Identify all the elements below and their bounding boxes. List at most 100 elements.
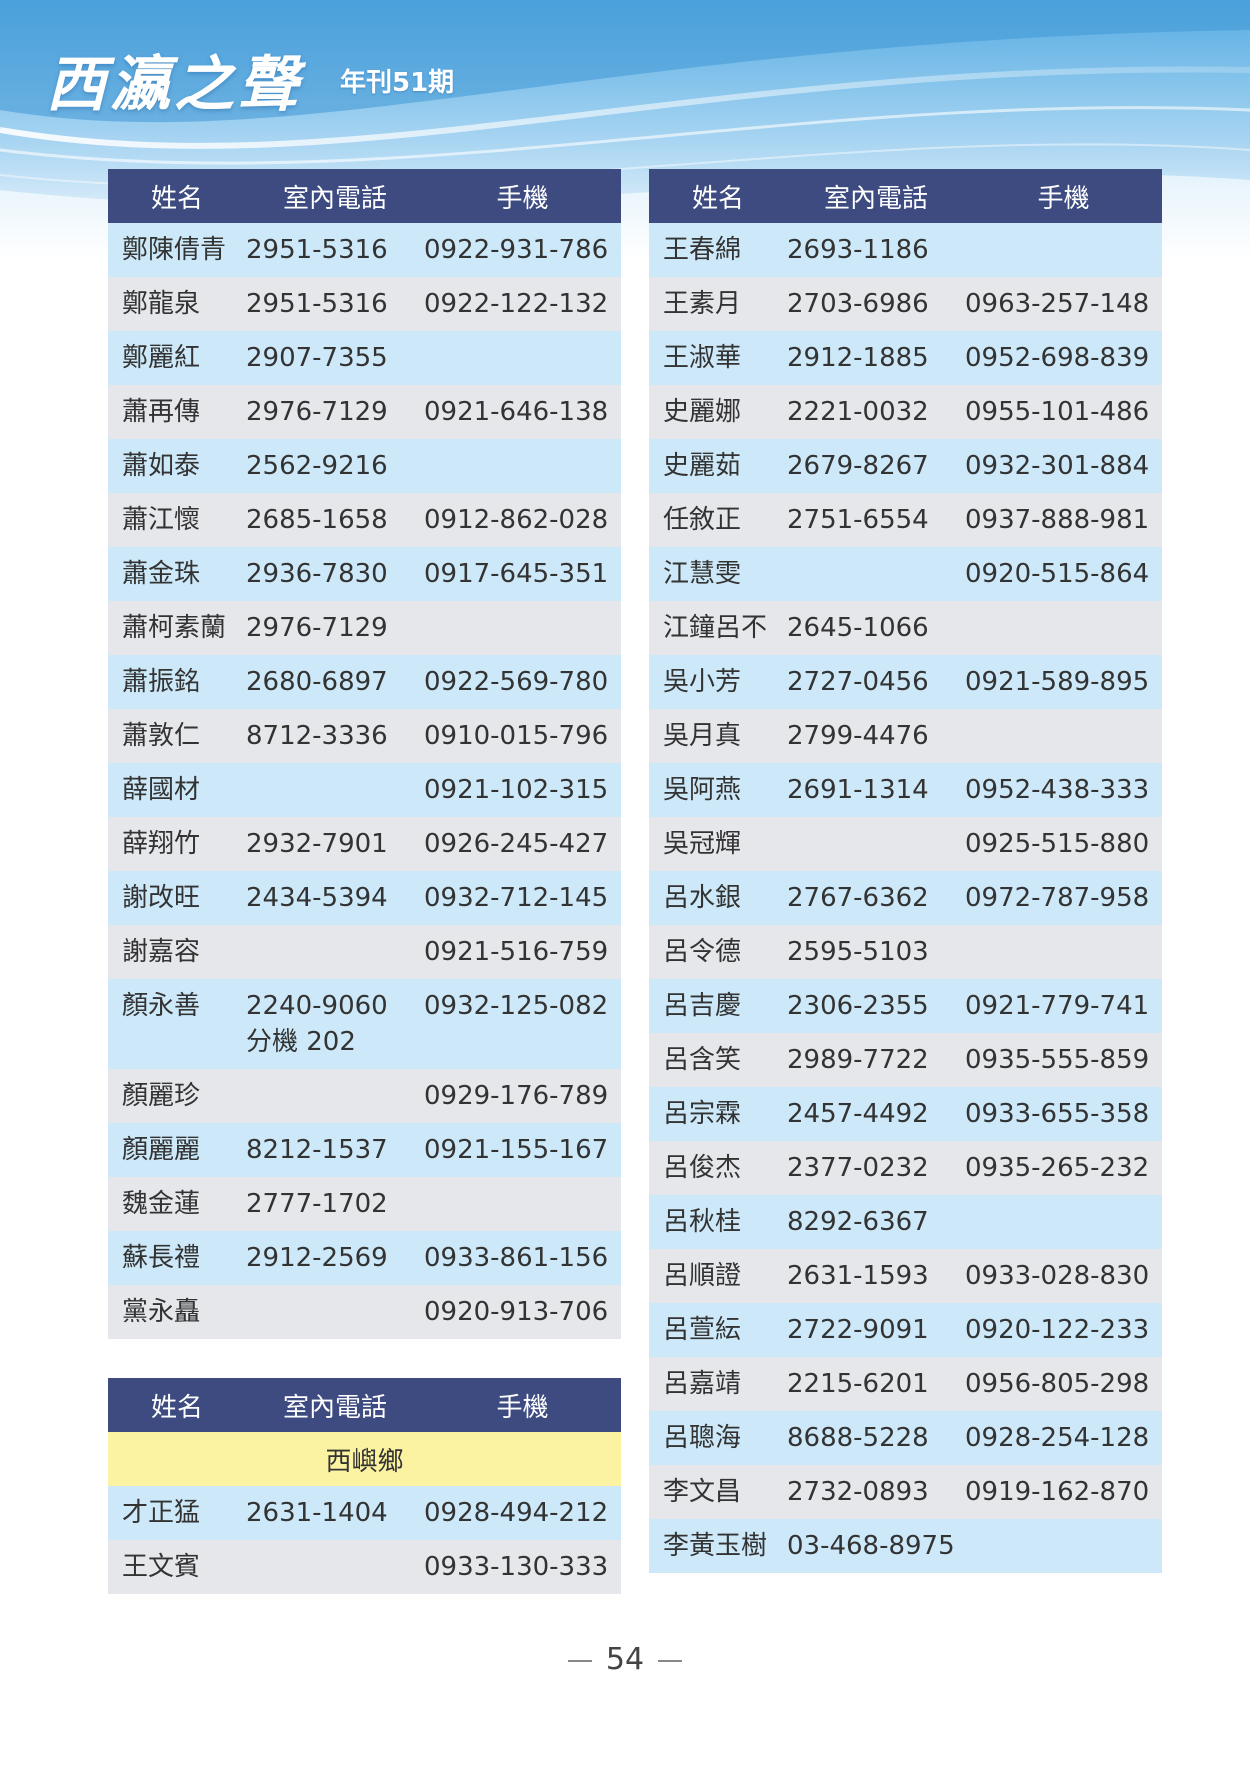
cell-name: 蕭敦仁: [122, 721, 201, 751]
table-body: 王春綿 2693-1186 王素月 2703-6986 0963-257-148 王淑華 2…: [649, 223, 1162, 1573]
cell-home-phone: [787, 547, 965, 601]
cell-mobile: 0919-162-870: [965, 1477, 1150, 1507]
cell-mobile: [424, 601, 621, 655]
cell-mobile: 0922-569-780: [424, 667, 609, 697]
cell-home-phone: 2976-7129: [246, 397, 388, 427]
table-row: 才正猛 2631-1404 0928-494-212: [108, 1486, 621, 1540]
cell-mobile: 0921-516-759: [424, 937, 609, 967]
cell-name: 蘇長禮: [122, 1243, 201, 1273]
cell-name: 呂順證: [663, 1261, 742, 1291]
table-row: 呂宗霖 2457-4492 0933-655-358: [649, 1087, 1162, 1141]
cell-home-phone: 2912-2569: [246, 1243, 388, 1273]
directory-table-xiyu: 姓名 室內電話 手機 西嶼鄉 才正猛 2631-1404 0928-494-212 王…: [108, 1378, 621, 1594]
cell-home-phone: 2951-5316: [246, 289, 388, 319]
column-header-home-phone: 室內電話: [282, 183, 387, 214]
table-row: 呂順證 2631-1593 0933-028-830: [649, 1249, 1162, 1303]
cell-mobile: 0935-555-859: [965, 1045, 1150, 1075]
footer-dash-right: [658, 1659, 683, 1662]
cell-name: 呂令德: [663, 937, 742, 967]
column-header-mobile: 手機: [1037, 183, 1090, 214]
cell-mobile: 0920-913-706: [424, 1297, 609, 1327]
cell-home-phone: 2240-9060 分機 202: [246, 991, 388, 1057]
table-header-row: 姓名 室內電話 手機: [108, 1378, 621, 1432]
table-row: 蕭再傳 2976-7129 0921-646-138: [108, 385, 621, 439]
table-row: 蕭江懷 2685-1658 0912-862-028: [108, 493, 621, 547]
cell-name: 王素月: [663, 289, 742, 319]
cell-mobile: 0932-712-145: [424, 883, 609, 913]
cell-mobile: 0921-779-741: [965, 991, 1150, 1021]
cell-name: 呂含笑: [663, 1045, 742, 1075]
cell-name: 呂吉慶: [663, 991, 742, 1021]
cell-home-phone: 2703-6986: [787, 289, 929, 319]
cell-mobile: 0925-515-880: [965, 829, 1150, 859]
cell-mobile: 0929-176-789: [424, 1081, 609, 1111]
cell-home-phone: 2645-1066: [787, 613, 929, 643]
table-row: 江鐘呂不 2645-1066: [649, 601, 1162, 655]
cell-home-phone: [246, 1540, 424, 1594]
table-header-row: 姓名 室內電話 手機: [108, 169, 621, 223]
cell-mobile: 0933-861-156: [424, 1243, 609, 1273]
cell-name: 吳月真: [663, 721, 742, 751]
cell-mobile: 0917-645-351: [424, 559, 609, 589]
section-label: 西嶼鄉: [325, 1446, 404, 1477]
cell-name: 謝嘉容: [122, 937, 201, 967]
section-label-row: 西嶼鄉: [108, 1432, 621, 1486]
directory-table-right: 姓名 室內電話 手機 王春綿 2693-1186 王素月 2703-6986 0963-…: [649, 169, 1162, 1573]
cell-mobile: 0956-805-298: [965, 1369, 1150, 1399]
cell-home-phone: 2691-1314: [787, 775, 929, 805]
cell-mobile: [424, 439, 621, 493]
cell-home-phone: [246, 1069, 424, 1123]
cell-name: 蕭江懷: [122, 505, 201, 535]
cell-name: 史麗茹: [663, 451, 742, 481]
cell-home-phone: 8212-1537: [246, 1135, 388, 1165]
cell-name: 蕭金珠: [122, 559, 201, 589]
table-row: 呂俊杰 2377-0232 0935-265-232: [649, 1141, 1162, 1195]
table-header-row: 姓名 室內電話 手機: [649, 169, 1162, 223]
cell-home-phone: 2679-8267: [787, 451, 929, 481]
table-row: 呂嘉靖 2215-6201 0956-805-298: [649, 1357, 1162, 1411]
table-row: 呂令德 2595-5103: [649, 925, 1162, 979]
cell-name: 薛翔竹: [122, 829, 201, 859]
cell-home-phone: 2767-6362: [787, 883, 929, 913]
table-row: 鄭陳倩青 2951-5316 0922-931-786: [108, 223, 621, 277]
cell-name: 吳冠輝: [663, 829, 742, 859]
cell-name: 李黃玉樹: [663, 1531, 768, 1561]
column-header-name: 姓名: [691, 183, 744, 214]
cell-name: 蕭振銘: [122, 667, 201, 697]
table-row: 蘇長禮 2912-2569 0933-861-156: [108, 1231, 621, 1285]
cell-mobile: 0926-245-427: [424, 829, 609, 859]
cell-mobile: [424, 1177, 621, 1231]
table-row: 蕭振銘 2680-6897 0922-569-780: [108, 655, 621, 709]
cell-mobile: 0921-155-167: [424, 1135, 609, 1165]
cell-mobile: 0932-125-082: [424, 991, 609, 1021]
column-header-mobile: 手機: [496, 183, 549, 214]
cell-home-phone: 2306-2355: [787, 991, 929, 1021]
table-row: 呂吉慶 2306-2355 0921-779-741: [649, 979, 1162, 1033]
cell-home-phone: 2215-6201: [787, 1369, 929, 1399]
cell-name: 呂嘉靖: [663, 1369, 742, 1399]
cell-home-phone: [246, 925, 424, 979]
cell-mobile: 0952-438-333: [965, 775, 1150, 805]
table-row: 蕭金珠 2936-7830 0917-645-351: [108, 547, 621, 601]
cell-mobile: 0922-122-132: [424, 289, 609, 319]
table-row: 吳冠輝 0925-515-880: [649, 817, 1162, 871]
cell-name: 呂萱紜: [663, 1315, 742, 1345]
cell-name: 才正猛: [122, 1498, 201, 1528]
column-header-home-phone: 室內電話: [823, 183, 928, 214]
cell-mobile: 0921-589-895: [965, 667, 1150, 697]
cell-name: 王淑華: [663, 343, 742, 373]
table-row: 蕭柯素蘭 2976-7129: [108, 601, 621, 655]
cell-home-phone: 2777-1702: [246, 1189, 388, 1219]
table-row: 王素月 2703-6986 0963-257-148: [649, 277, 1162, 331]
cell-mobile: 0932-301-884: [965, 451, 1150, 481]
table-row: 呂聰海 8688-5228 0928-254-128: [649, 1411, 1162, 1465]
cell-home-phone: 2631-1404: [246, 1498, 388, 1528]
table-row: 王文賓 0933-130-333: [108, 1540, 621, 1594]
directory-table-left: 姓名 室內電話 手機 鄭陳倩青 2951-5316 0922-931-786 鄭龍泉 2…: [108, 169, 621, 1339]
table-row: 任敘正 2751-6554 0937-888-981: [649, 493, 1162, 547]
cell-home-phone: 2732-0893: [787, 1477, 929, 1507]
cell-mobile: 0933-130-333: [424, 1552, 609, 1582]
cell-mobile: [965, 925, 1162, 979]
table-row: 薛翔竹 2932-7901 0926-245-427: [108, 817, 621, 871]
cell-home-phone: 2912-1885: [787, 343, 929, 373]
